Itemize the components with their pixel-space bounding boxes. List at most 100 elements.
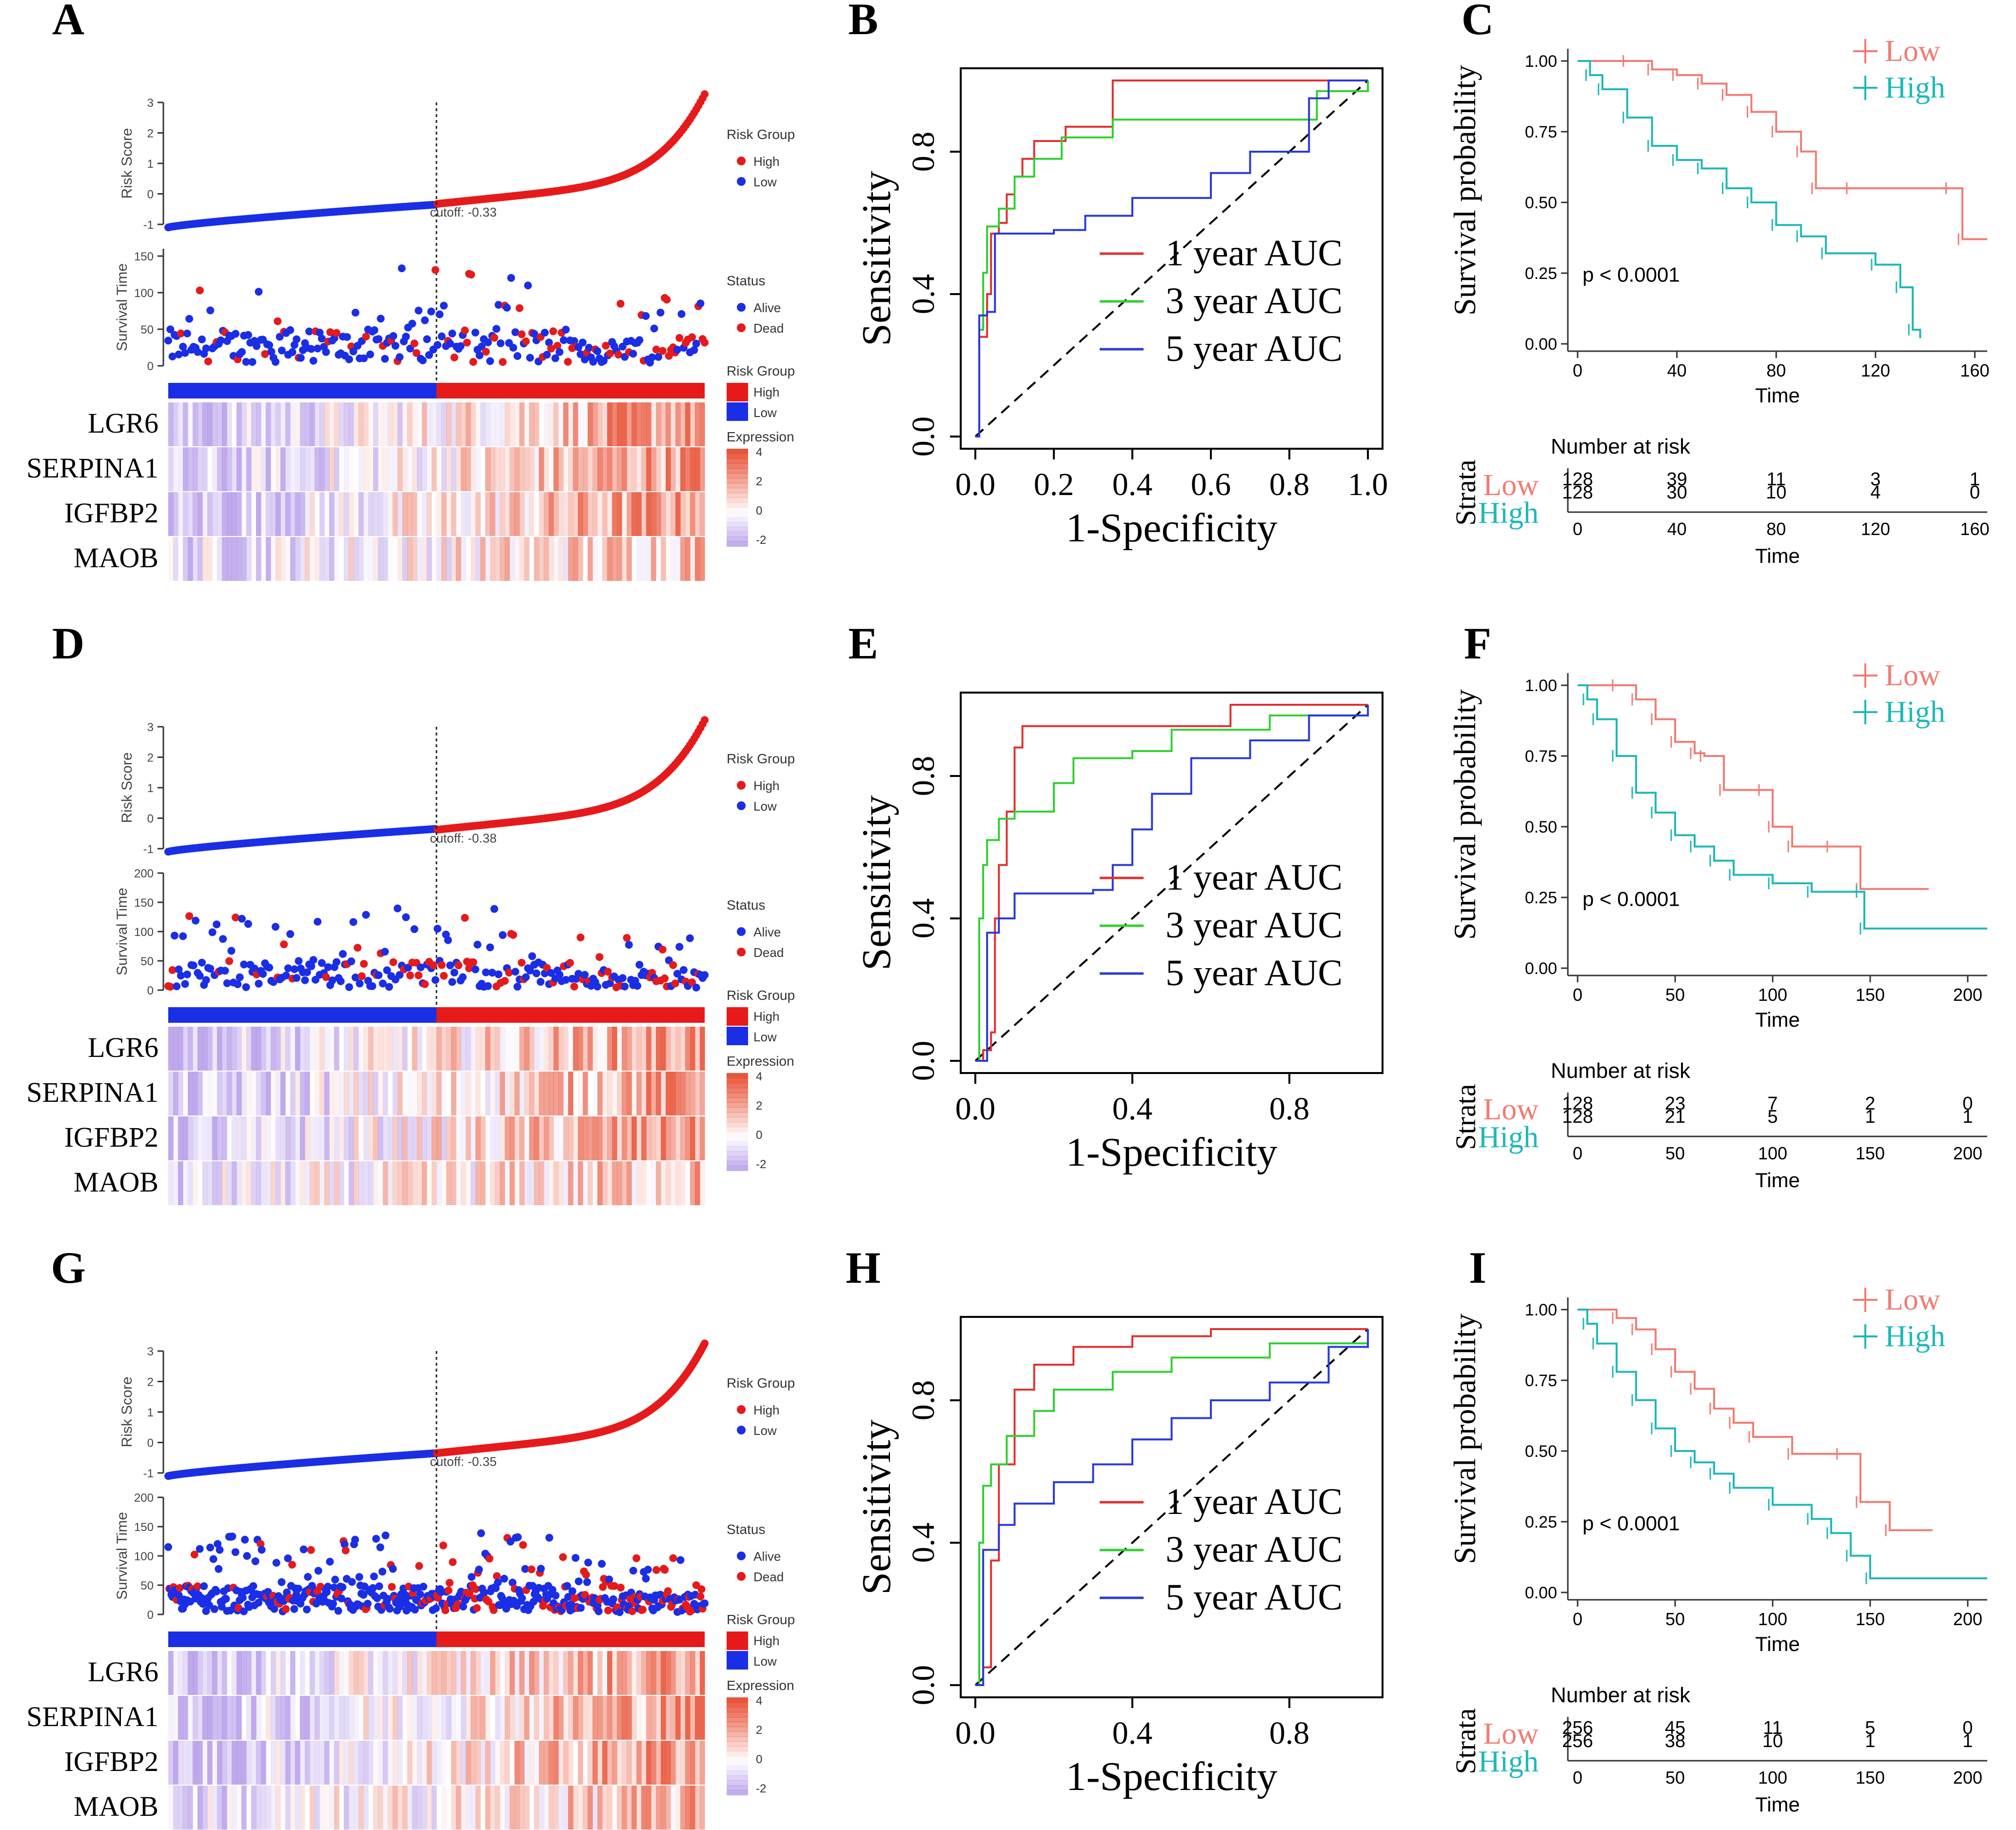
roc-legend-label: 1 year AUC — [1166, 857, 1343, 898]
heatmap-cell — [246, 492, 252, 536]
survival-point — [198, 958, 206, 967]
risk-table-high-value: 1 — [1962, 1107, 1973, 1127]
survival-point — [511, 968, 519, 976]
heatmap-cell — [383, 1786, 388, 1830]
heatmap-cell — [578, 492, 583, 536]
legend-high-label: High — [753, 778, 779, 793]
heatmap-cell — [519, 1741, 525, 1785]
heatmap-gene-label: SERPINA1 — [26, 452, 158, 484]
roc-y-tick-label: 0.8 — [906, 756, 941, 796]
heatmap-cell — [578, 1161, 583, 1205]
heatmap-cell — [373, 1786, 378, 1830]
heatmap-cell — [495, 537, 500, 581]
survival-point — [272, 923, 279, 931]
survival-point — [629, 350, 637, 358]
heatmap-cell — [319, 1786, 325, 1830]
survival-point — [692, 339, 700, 348]
heatmap-cell — [285, 1696, 291, 1740]
heatmap-cell — [529, 1651, 534, 1695]
heatmap-cell — [188, 1696, 193, 1740]
heatmap-cell — [198, 447, 203, 491]
heatmap-cell — [363, 537, 369, 581]
heatmap-cell — [685, 492, 691, 536]
heatmap-cell — [305, 1161, 310, 1205]
heatmap-cell — [578, 1027, 583, 1071]
heatmap-cell — [675, 447, 681, 491]
survival-point — [455, 961, 463, 970]
survival-point — [423, 335, 431, 343]
expression-legend-gradient — [727, 1717, 748, 1722]
survival-point — [439, 1541, 447, 1550]
survival-point — [658, 945, 667, 954]
survival-point — [448, 978, 456, 986]
survival-point — [583, 1578, 591, 1586]
heatmap-cell — [285, 1161, 291, 1205]
km-panel-F: 1.000.750.500.250.000 50 100 150 200TimeSurv… — [1447, 659, 1987, 1192]
heatmap-cell — [436, 1161, 442, 1205]
heatmap-cell — [295, 447, 300, 491]
heatmap-cell — [256, 1696, 261, 1740]
risk-score-tick-label: 3 — [147, 1345, 154, 1358]
roc-y-axis-title: Sensitivity — [854, 795, 899, 970]
heatmap-cell — [514, 402, 520, 446]
heatmap-cell — [193, 1786, 198, 1830]
roc-x-tick-label: 0.8 — [1269, 1091, 1310, 1127]
survival-point — [375, 971, 383, 979]
group-bar-legend-low — [727, 1651, 748, 1670]
heatmap-cell — [315, 1741, 320, 1785]
heatmap-cell — [632, 492, 637, 536]
heatmap-cell — [700, 1027, 705, 1071]
heatmap-cell — [407, 1696, 413, 1740]
heatmap-cell — [237, 447, 242, 491]
heatmap-cell — [393, 1161, 398, 1205]
heatmap-cell — [276, 1696, 281, 1740]
km-x-tick-label: 120 — [1861, 360, 1890, 380]
heatmap-cell — [466, 1696, 471, 1740]
heatmap-cell — [641, 537, 647, 581]
survival-point — [665, 352, 673, 360]
survival-point — [431, 266, 439, 274]
heatmap-cell — [285, 402, 291, 446]
heatmap-cell — [227, 1027, 232, 1071]
heatmap-cell — [627, 1072, 632, 1115]
heatmap-cell — [388, 1072, 393, 1115]
survival-point — [450, 353, 458, 361]
heatmap-cell — [544, 1651, 549, 1695]
legend-dead-dot — [737, 1572, 746, 1581]
risk-table-strata: Strata — [1450, 1708, 1482, 1774]
heatmap-cell — [593, 1027, 598, 1071]
heatmap-cell — [436, 492, 442, 536]
survival-point — [381, 355, 389, 363]
roc-legend-label: 1 year AUC — [1166, 1481, 1343, 1522]
survival-point — [661, 1566, 669, 1574]
heatmap-cell — [666, 402, 671, 446]
heatmap-cell — [524, 447, 530, 491]
expression-legend-gradient — [727, 1097, 748, 1103]
heatmap-cell — [427, 1651, 432, 1695]
survival-point — [490, 334, 498, 342]
heatmap-cell — [217, 447, 222, 491]
heatmap-cell — [232, 1116, 237, 1160]
group-bar-low — [168, 1007, 436, 1023]
survival-point — [688, 333, 696, 341]
roc-y-tick-label: 0.8 — [906, 1380, 941, 1421]
heatmap-cell — [227, 1161, 232, 1205]
heatmap-cell — [524, 1116, 530, 1160]
risk-table-high-value: 21 — [1665, 1107, 1685, 1127]
survival-point — [386, 1605, 394, 1613]
heatmap-cell — [329, 1027, 335, 1071]
heatmap-cell — [207, 1741, 213, 1785]
heatmap-cell — [602, 1741, 608, 1785]
heatmap-cell — [300, 402, 305, 446]
survival-point — [333, 329, 341, 337]
heatmap-cell — [349, 1116, 354, 1160]
heatmap-cell — [280, 1786, 286, 1830]
survival-tick-label: 50 — [140, 955, 154, 968]
heatmap-cell — [578, 447, 583, 491]
heatmap-cell — [597, 492, 603, 536]
heatmap-cell — [441, 402, 447, 446]
survival-tick-label: 100 — [134, 287, 154, 300]
heatmap-cell — [266, 1116, 271, 1160]
heatmap-cell — [529, 1786, 534, 1830]
heatmap-cell — [198, 1786, 203, 1830]
